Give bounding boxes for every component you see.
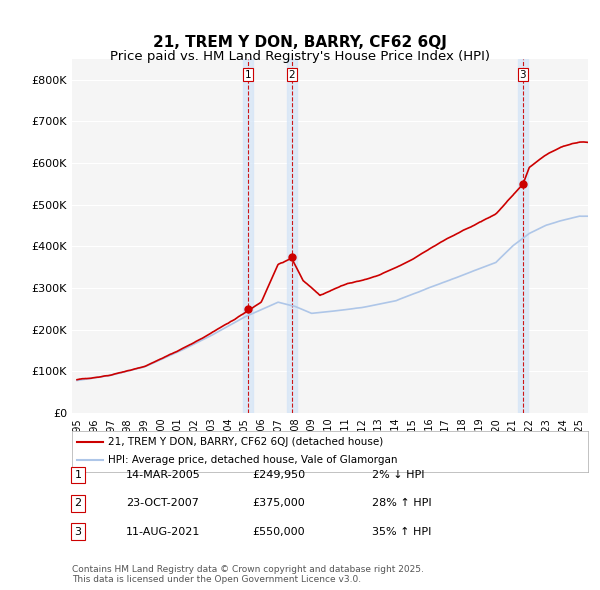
Text: 3: 3 bbox=[520, 70, 526, 80]
Text: £375,000: £375,000 bbox=[252, 499, 305, 508]
Text: 21, TREM Y DON, BARRY, CF62 6QJ: 21, TREM Y DON, BARRY, CF62 6QJ bbox=[153, 35, 447, 50]
Text: Contains HM Land Registry data © Crown copyright and database right 2025.
This d: Contains HM Land Registry data © Crown c… bbox=[72, 565, 424, 584]
Text: 2: 2 bbox=[74, 499, 82, 508]
Bar bbox=[287, 59, 296, 413]
Text: 2: 2 bbox=[289, 70, 295, 80]
Text: Price paid vs. HM Land Registry's House Price Index (HPI): Price paid vs. HM Land Registry's House … bbox=[110, 50, 490, 63]
Text: 2% ↓ HPI: 2% ↓ HPI bbox=[372, 470, 425, 480]
Text: 11-AUG-2021: 11-AUG-2021 bbox=[126, 527, 200, 536]
Text: 1: 1 bbox=[74, 470, 82, 480]
Text: 28% ↑ HPI: 28% ↑ HPI bbox=[372, 499, 431, 508]
Text: 1: 1 bbox=[245, 70, 251, 80]
Text: HPI: Average price, detached house, Vale of Glamorgan: HPI: Average price, detached house, Vale… bbox=[108, 455, 398, 466]
Text: £249,950: £249,950 bbox=[252, 470, 305, 480]
Text: 14-MAR-2005: 14-MAR-2005 bbox=[126, 470, 201, 480]
Bar bbox=[518, 59, 528, 413]
Text: 35% ↑ HPI: 35% ↑ HPI bbox=[372, 527, 431, 536]
Text: 21, TREM Y DON, BARRY, CF62 6QJ (detached house): 21, TREM Y DON, BARRY, CF62 6QJ (detache… bbox=[108, 437, 383, 447]
Text: 23-OCT-2007: 23-OCT-2007 bbox=[126, 499, 199, 508]
Text: 3: 3 bbox=[74, 527, 82, 536]
Bar bbox=[243, 59, 253, 413]
Text: £550,000: £550,000 bbox=[252, 527, 305, 536]
